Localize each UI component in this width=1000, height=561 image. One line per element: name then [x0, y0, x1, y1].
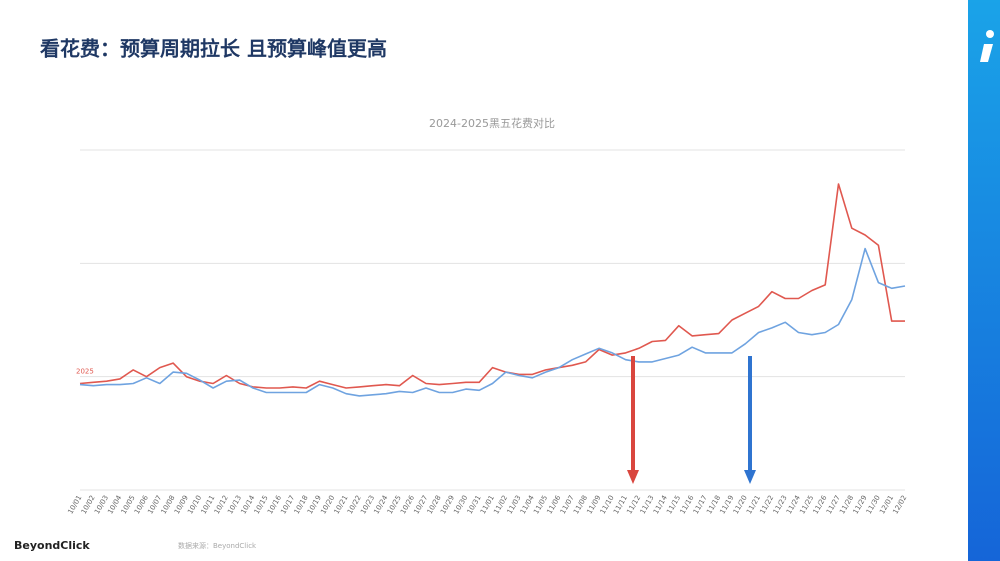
arrow-shaft	[748, 356, 752, 472]
series-line	[79, 247, 906, 397]
logo-dot	[986, 30, 994, 38]
chart-title: 2024-2025黑五花费对比	[429, 116, 555, 130]
arrow-head	[627, 470, 639, 484]
arrow-shaft	[631, 356, 635, 472]
x-tick-label: 12/02	[891, 494, 908, 515]
side-bar	[968, 0, 1000, 561]
logo-stem	[980, 44, 993, 62]
footer-source: 数据来源：BeyondClick	[178, 541, 257, 550]
arrow-head	[744, 470, 756, 484]
series-label: 2025	[76, 367, 94, 375]
slide-title: 看花费：预算周期拉长 且预算峰值更高	[40, 37, 387, 61]
series-line	[79, 183, 905, 389]
footer-logo: BeyondClick	[14, 539, 90, 552]
